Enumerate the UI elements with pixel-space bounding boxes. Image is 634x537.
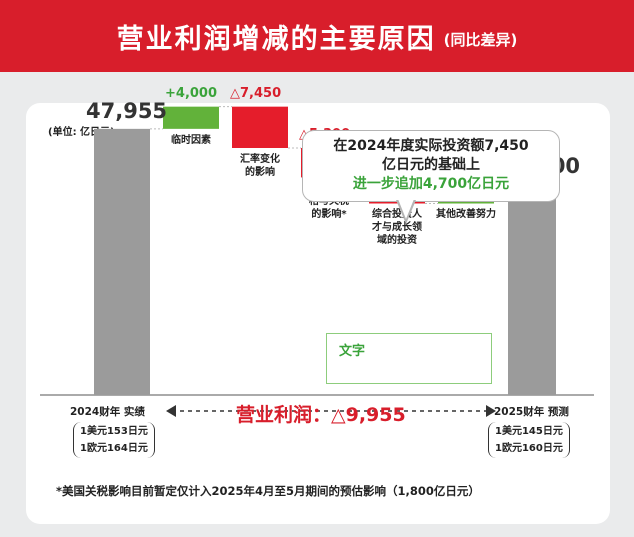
callout-line2: 亿日元的基础上 [382, 157, 480, 173]
arrow-right-head [486, 405, 496, 417]
unit-label: (单位: 亿日元) [48, 127, 115, 138]
callout-line3: 进一步追加4,700亿日元 [352, 176, 510, 192]
page-header: 营业利润增减的主要原因 (同比差异) [0, 0, 634, 72]
bar-end [508, 184, 556, 395]
period-left-label: 2024财年 实绩 [70, 406, 145, 418]
period-right-rates: 1美元145日元 1欧元160日元 [488, 422, 570, 458]
callout-pointer-fill [398, 199, 414, 219]
text-box-label: 文字 [339, 344, 366, 359]
period-left-rates: 1美元153日元 1欧元164日元 [73, 422, 155, 458]
text-box[interactable]: 文字 [326, 333, 492, 384]
rate-eur-right: 1欧元160日元 [495, 443, 563, 454]
bar-start [94, 128, 150, 396]
rate-eur-left: 1欧元164日元 [80, 443, 148, 454]
category-line: 的影响 [245, 166, 275, 178]
category-line: 临时因素 [171, 134, 211, 146]
footnote: *美国关税影响目前暂定仅计入2025年4月至5月期间的预估影响（1,800亿日元… [56, 484, 480, 498]
bar-step [163, 106, 219, 129]
bar-step [232, 106, 288, 148]
page-title: 营业利润增减的主要原因 [116, 23, 436, 55]
category-label-step: 临时因素 [155, 134, 227, 147]
category-line: 域的投资 [377, 235, 417, 247]
value-start: 47,955 [86, 98, 168, 123]
rate-usd-left: 1美元153日元 [80, 426, 148, 437]
value-label-step: △7,450 [230, 85, 282, 101]
page-subtitle: (同比差异) [443, 30, 518, 49]
category-line: 的影响* [311, 209, 347, 221]
period-right-label: 2025财年 预测 [494, 406, 569, 418]
category-line: 汇率变化 [240, 153, 280, 165]
category-label-step: 汇率变化 的影响 [224, 153, 296, 179]
category-label-step: 其他改善努力 [430, 208, 502, 221]
category-line: 其他改善努力 [436, 209, 496, 221]
arrow-left-head [166, 405, 176, 417]
rate-usd-right: 1美元145日元 [495, 426, 563, 437]
callout-box: 在2024年度实际投资额7,450 亿日元的基础上 进一步追加4,700亿日元 [302, 130, 560, 202]
operating-profit-change: 营业利润：△9,955 [236, 404, 406, 426]
category-line: 才与成长领 [372, 222, 422, 234]
value-label-step: +4,000 [165, 85, 218, 101]
callout-line1: 在2024年度实际投资额7,450 [333, 138, 529, 154]
